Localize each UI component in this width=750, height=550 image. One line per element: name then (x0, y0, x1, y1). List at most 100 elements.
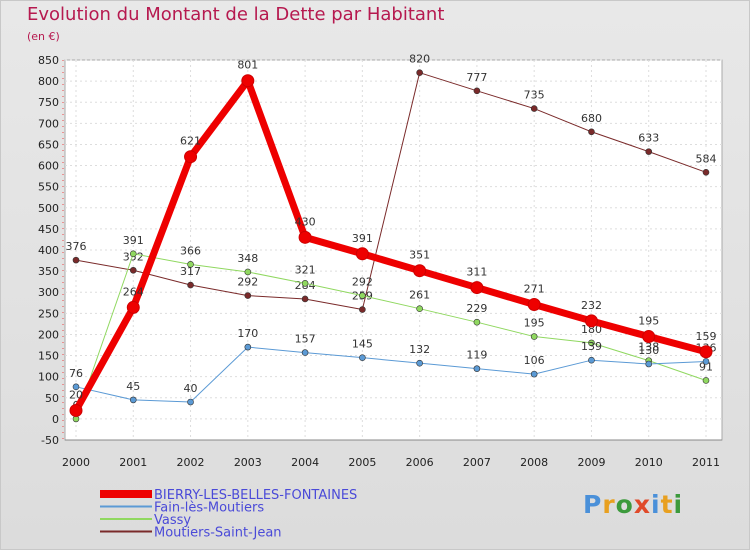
data-label: 195 (524, 317, 545, 330)
x-tick-label: 2003 (234, 456, 262, 469)
logo-letter: r (602, 490, 616, 519)
data-label: 317 (180, 265, 201, 278)
y-tick-label: 550 (38, 181, 59, 194)
series-line (75, 346, 707, 403)
logo-letter: o (615, 490, 634, 519)
legend-label: BIERRY-LES-BELLES-FONTAINES (154, 488, 357, 503)
data-label: 321 (295, 263, 316, 276)
data-label: 76 (69, 367, 83, 380)
data-point (244, 292, 252, 299)
data-point (470, 281, 484, 295)
x-tick-label: 2011 (692, 456, 720, 469)
y-tick-label: 800 (38, 75, 59, 88)
data-label: 348 (237, 252, 258, 265)
series-line (75, 72, 707, 311)
data-point (69, 403, 83, 417)
x-tick-label: 2005 (348, 456, 376, 469)
data-point (301, 280, 309, 287)
y-tick-label: 450 (38, 223, 59, 236)
data-point (527, 297, 541, 311)
data-label: 130 (638, 344, 659, 357)
data-label: 351 (409, 249, 430, 262)
y-tick-label: 100 (38, 371, 59, 384)
logo-letter: i (651, 490, 661, 519)
data-label: 157 (295, 333, 316, 346)
data-point (126, 300, 140, 314)
data-label: 180 (581, 323, 602, 336)
data-point (473, 87, 481, 95)
x-tick-label: 2002 (177, 456, 205, 469)
data-label: 366 (180, 244, 201, 257)
y-tick-label: -50 (41, 434, 59, 447)
data-label: 292 (237, 276, 258, 289)
data-label: 391 (352, 232, 373, 245)
data-point (301, 295, 309, 303)
data-label: 777 (466, 71, 487, 84)
data-point (244, 268, 252, 276)
data-point (244, 343, 252, 351)
data-label: 820 (409, 53, 430, 66)
logo-letter: i (673, 490, 684, 519)
data-point (702, 358, 710, 365)
y-tick-label: 0 (52, 413, 59, 426)
data-point (184, 150, 198, 164)
data-point (355, 247, 369, 261)
data-label: 430 (295, 215, 316, 228)
data-label: 145 (352, 338, 373, 351)
data-label: 680 (581, 112, 602, 125)
data-label: 391 (123, 234, 144, 247)
data-label: 20 (69, 388, 83, 401)
x-tick-label: 2004 (291, 456, 319, 469)
data-point (588, 128, 595, 136)
y-tick-label: 500 (38, 202, 59, 215)
data-point (416, 359, 423, 367)
series-line (75, 253, 707, 420)
y-tick-label: 50 (45, 392, 59, 405)
data-point (187, 281, 194, 289)
data-point (588, 356, 595, 364)
data-label: 584 (696, 152, 717, 165)
data-point (72, 256, 80, 264)
logo-letter: P (583, 490, 603, 519)
data-point (645, 360, 653, 368)
x-tick-label: 2001 (119, 456, 147, 469)
data-point (416, 305, 423, 312)
data-label: 735 (524, 89, 545, 102)
legend-label: Moutiers-Saint-Jean (154, 526, 282, 541)
y-tick-label: 700 (38, 117, 59, 130)
data-label: 633 (638, 132, 659, 145)
y-tick-label: 150 (38, 350, 59, 363)
data-point (473, 318, 481, 326)
y-tick-label: 850 (38, 54, 59, 67)
x-tick-label: 2009 (577, 456, 605, 469)
data-point (702, 377, 710, 384)
data-label: 45 (126, 380, 140, 393)
y-tick-label: 650 (38, 138, 59, 151)
logo-letter: x (633, 490, 651, 519)
x-tick-label: 2008 (520, 456, 548, 469)
y-tick-label: 200 (38, 328, 59, 341)
data-label: 271 (524, 282, 545, 295)
data-label: 311 (466, 266, 487, 279)
data-point (129, 250, 137, 258)
proxiti-logo: Proxiti (583, 490, 683, 519)
x-tick-label: 2000 (62, 456, 90, 469)
data-point (187, 398, 194, 406)
data-point (642, 330, 656, 344)
data-point (645, 148, 653, 155)
chart-title: Evolution du Montant de la Dette par Hab… (27, 4, 445, 25)
data-label: 159 (696, 330, 717, 343)
data-point (359, 292, 366, 299)
data-point (699, 345, 713, 359)
data-label: 132 (409, 343, 430, 356)
data-label: 376 (66, 240, 87, 253)
data-point (702, 169, 710, 176)
data-point (588, 339, 595, 347)
data-label: 232 (581, 299, 602, 312)
x-tick-label: 2010 (635, 456, 663, 469)
data-point (530, 333, 538, 340)
data-label: 261 (409, 289, 430, 302)
legend-label: Vassy (154, 513, 191, 528)
y-tick-label: 600 (38, 160, 59, 173)
